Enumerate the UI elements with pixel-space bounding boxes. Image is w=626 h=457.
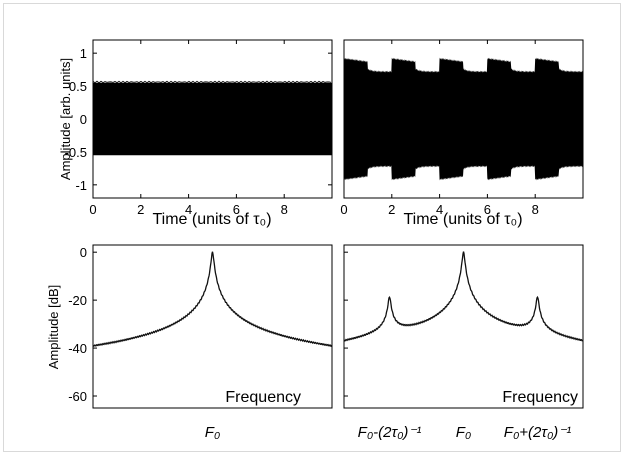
axes-box-bottom-left bbox=[92, 244, 333, 409]
annotation-bottom-right: Frequency bbox=[502, 389, 578, 406]
xtick-label: 0 bbox=[340, 202, 347, 217]
xtick-label: 0 bbox=[89, 202, 96, 217]
signal-edge-upper bbox=[92, 80, 332, 84]
ytick-label: -60 bbox=[68, 389, 87, 404]
ytick-label: 0.5 bbox=[69, 79, 87, 94]
panel-bottom-left: 0 -20 -40 -60 F₀ bbox=[68, 245, 333, 441]
spectrum-line bbox=[343, 251, 584, 342]
xtick-label: F₀ bbox=[456, 424, 471, 441]
xtick-label: 6 bbox=[233, 202, 240, 217]
xtick-label: 8 bbox=[281, 202, 288, 217]
xtick-label: 4 bbox=[436, 202, 443, 217]
xtick-label: 2 bbox=[388, 202, 395, 217]
xtick-label: 2 bbox=[137, 202, 144, 217]
ytick-label: -20 bbox=[68, 293, 87, 308]
ytick-label: -1 bbox=[75, 178, 87, 193]
axes-box-bottom-right bbox=[343, 244, 584, 409]
ytick-label: 0 bbox=[80, 245, 87, 260]
ytick-label: -0.5 bbox=[65, 145, 87, 160]
xtick-label: F₀+(2τ₀)⁻¹ bbox=[504, 424, 571, 441]
ytick-label: 0 bbox=[80, 112, 87, 127]
annotation-bottom-left: Frequency bbox=[225, 389, 301, 406]
xtick-label: 6 bbox=[484, 202, 491, 217]
panel-top-right: 0 2 4 6 8 bbox=[340, 40, 583, 217]
xtick-label-f0: F₀ bbox=[205, 424, 220, 441]
ytick-label: -40 bbox=[68, 341, 87, 356]
xtick-label: 4 bbox=[185, 202, 192, 217]
xtick-label: F₀-(2τ₀)⁻¹ bbox=[358, 424, 422, 441]
spectrum-line bbox=[92, 251, 333, 348]
panel-top-left: 10.50-0.5-10 2 4 6 8 bbox=[65, 40, 332, 217]
signal-envelope-modulated bbox=[344, 57, 583, 181]
xlabel-top-right: Time (units of τ₀) bbox=[403, 211, 522, 228]
ytick-label: 1 bbox=[80, 46, 87, 61]
xlabel-top-left: Time (units of τ₀) bbox=[152, 211, 271, 228]
ylabel-bottom-left: Amplitude [dB] bbox=[46, 285, 61, 370]
ylabel-top-left: Amplitude [arb. units] bbox=[58, 58, 73, 180]
panel-bottom-right: F₀-(2τ₀)⁻¹ F₀ F₀+(2τ₀)⁻¹ bbox=[343, 251, 584, 441]
xtick-label: 8 bbox=[532, 202, 539, 217]
signal-envelope bbox=[93, 82, 332, 156]
figure-frame bbox=[3, 3, 621, 452]
